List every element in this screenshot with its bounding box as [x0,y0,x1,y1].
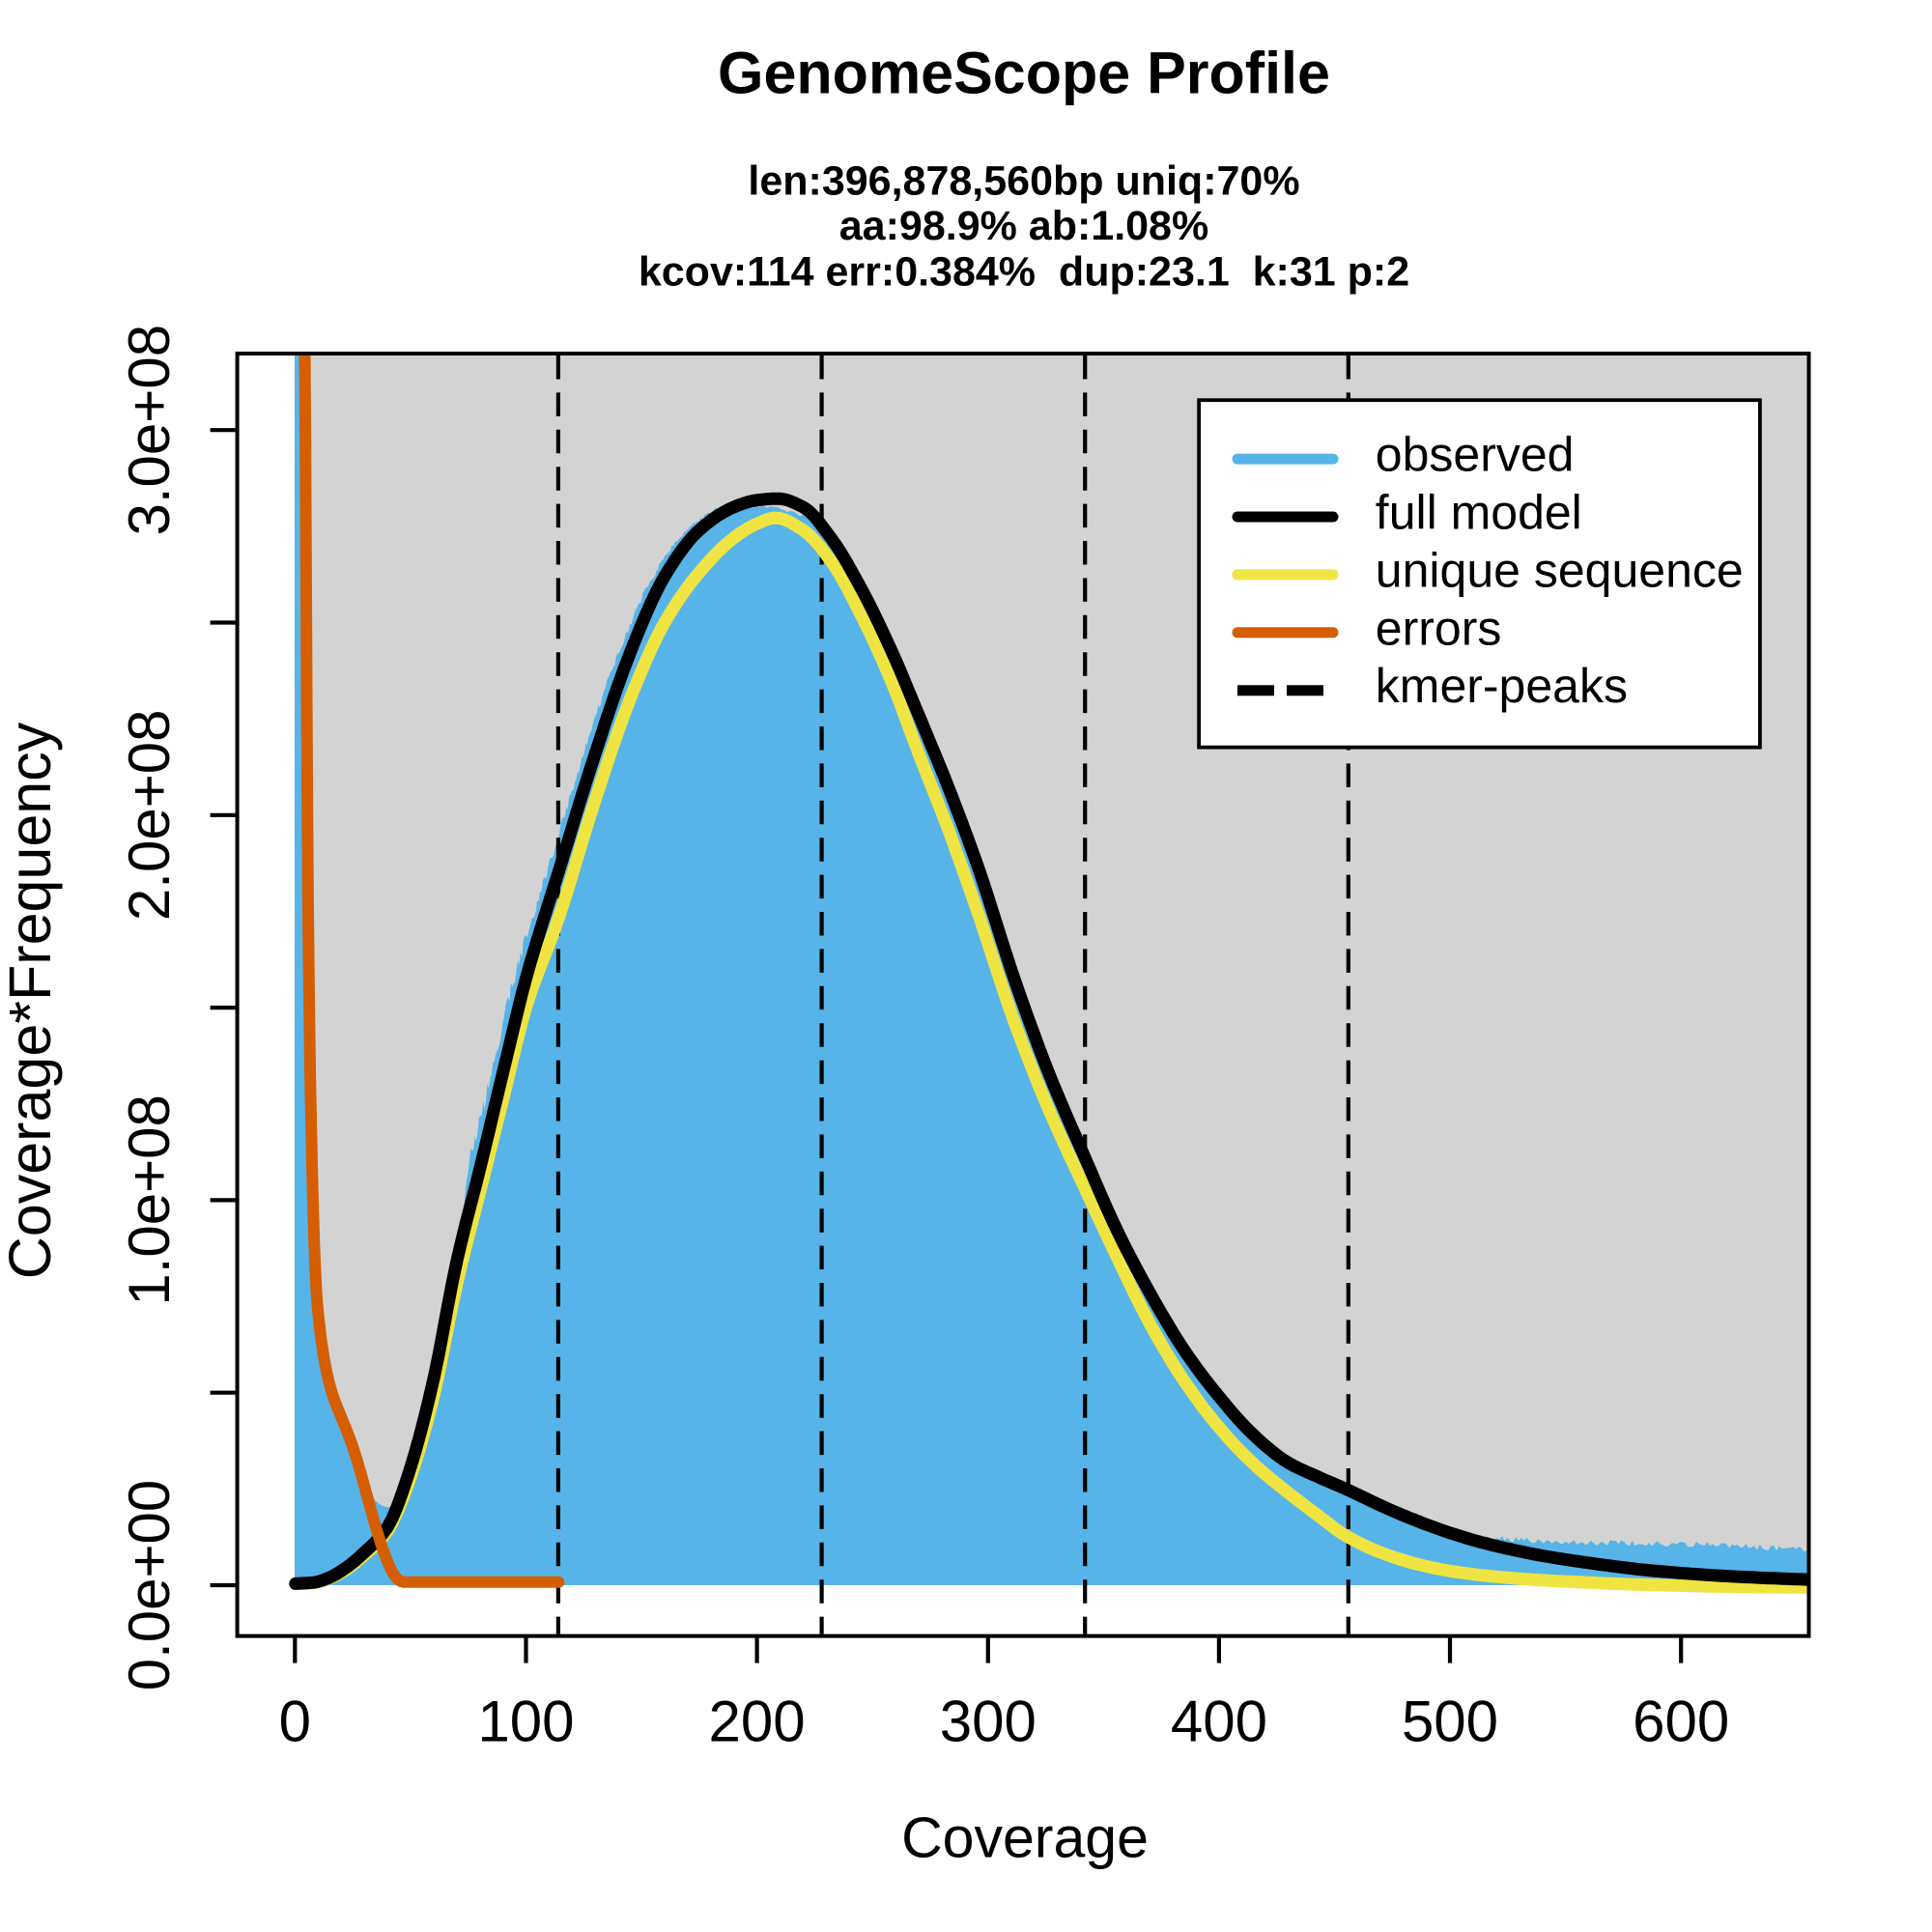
svg-text:0.0e+00: 0.0e+00 [117,1480,182,1691]
svg-text:len:396,878,560bp uniq:70%: len:396,878,560bp uniq:70% [748,157,1299,204]
svg-text:unique sequence: unique sequence [1376,543,1744,597]
svg-text:2.0e+08: 2.0e+08 [117,710,182,922]
svg-text:500: 500 [1402,1690,1498,1754]
svg-text:300: 300 [940,1690,1037,1754]
svg-text:100: 100 [477,1690,574,1754]
svg-text:0: 0 [279,1690,311,1754]
svg-text:aa:98.9% ab:1.08%: aa:98.9% ab:1.08% [839,203,1208,249]
svg-text:Coverage: Coverage [901,1805,1149,1869]
svg-text:full model: full model [1376,486,1582,540]
svg-text:200: 200 [709,1690,806,1754]
svg-text:kcov:114 err:0.384% dup:23.1: kcov:114 err:0.384% dup:23.1 k:31 p:2 [639,249,1409,296]
svg-text:400: 400 [1171,1690,1267,1754]
svg-text:GenomeScope Profile: GenomeScope Profile [718,41,1330,106]
svg-text:1.0e+08: 1.0e+08 [117,1094,182,1306]
svg-text:600: 600 [1633,1690,1729,1754]
svg-text:observed: observed [1376,428,1575,482]
svg-text:3.0e+08: 3.0e+08 [117,325,182,536]
svg-text:kmer-peaks: kmer-peaks [1376,659,1628,713]
svg-text:Coverage*Frequency: Coverage*Frequency [0,722,63,1279]
svg-text:errors: errors [1376,601,1502,655]
